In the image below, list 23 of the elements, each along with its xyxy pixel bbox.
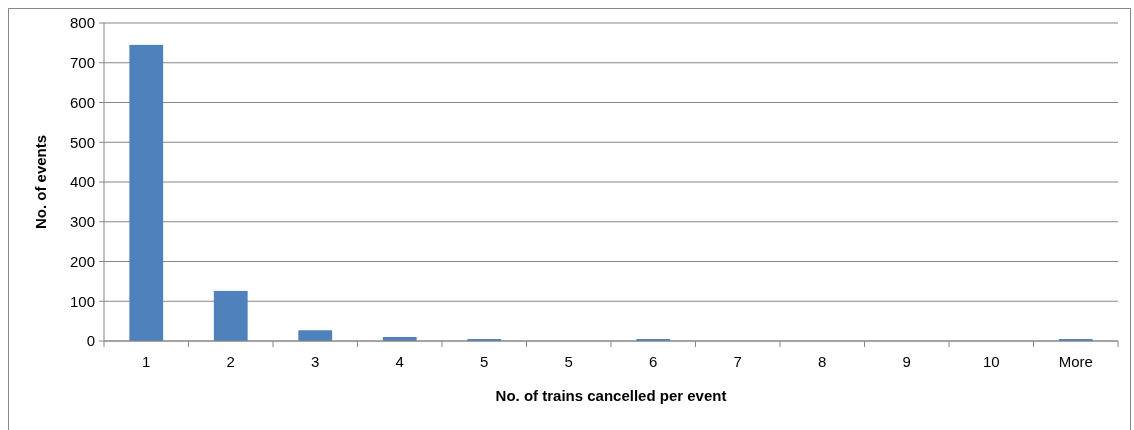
x-tick-label: 5 bbox=[480, 353, 489, 370]
x-tick-label: 6 bbox=[649, 353, 658, 370]
x-tick-label: 9 bbox=[902, 353, 911, 370]
x-tick-label: 10 bbox=[982, 353, 1000, 370]
x-tick-label: 7 bbox=[733, 353, 742, 370]
y-tick-label: 100 bbox=[69, 292, 95, 310]
y-tick-label: 800 bbox=[69, 14, 95, 32]
y-tick-label: 500 bbox=[69, 133, 95, 151]
y-tick-label: 600 bbox=[69, 93, 95, 111]
x-axis-title: No. of trains cancelled per event bbox=[495, 387, 727, 404]
y-tick-label: 400 bbox=[69, 173, 95, 191]
y-axis-title: No. of events bbox=[32, 134, 49, 230]
x-tick-label: 5 bbox=[564, 353, 573, 370]
x-tick-label: 1 bbox=[142, 353, 151, 370]
y-tick-label: 300 bbox=[69, 213, 95, 230]
x-tick-label: More bbox=[1058, 353, 1093, 370]
y-tick-label: 700 bbox=[69, 54, 95, 71]
y-tick-label: 0 bbox=[86, 332, 95, 350]
x-tick-label: 4 bbox=[395, 353, 404, 370]
x-tick-label: 8 bbox=[818, 353, 827, 370]
x-tick-label: 2 bbox=[226, 353, 235, 370]
x-tick-label: 3 bbox=[311, 353, 320, 370]
y-tick-label: 200 bbox=[69, 252, 95, 270]
